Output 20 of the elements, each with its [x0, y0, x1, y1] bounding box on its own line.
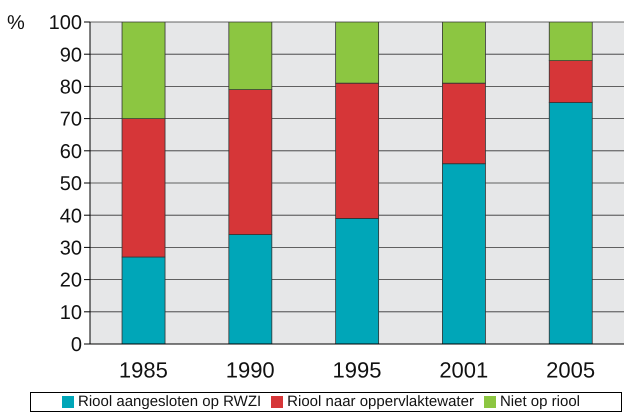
y-tick-label: 50 [60, 173, 82, 196]
x-tick-label: 2005 [546, 358, 596, 383]
legend-label: Riool aangesloten op RWZI [78, 393, 262, 410]
x-tick-label: 2001 [439, 358, 488, 383]
y-tick-label: 10 [60, 302, 82, 324]
y-tick-label: 60 [60, 140, 82, 163]
y-tick-label: 80 [60, 76, 82, 98]
y-tick-label: 30 [60, 238, 82, 260]
y-tick-label: 100 [48, 12, 82, 34]
x-tick-label: 1995 [332, 358, 382, 383]
y-tick-label: 40 [60, 205, 82, 228]
y-axis-title: % [7, 12, 25, 34]
legend-label: Niet op riool [500, 393, 580, 410]
x-tick-label: 1985 [118, 358, 168, 383]
x-tick-label: 1990 [226, 358, 275, 383]
y-tick-label: 0 [70, 334, 82, 356]
legend-label: Riool naar oppervlaktewater [287, 393, 474, 410]
y-tick-label: 70 [60, 108, 82, 131]
y-tick-label: 90 [60, 44, 82, 66]
y-tick-label: 20 [60, 270, 82, 292]
